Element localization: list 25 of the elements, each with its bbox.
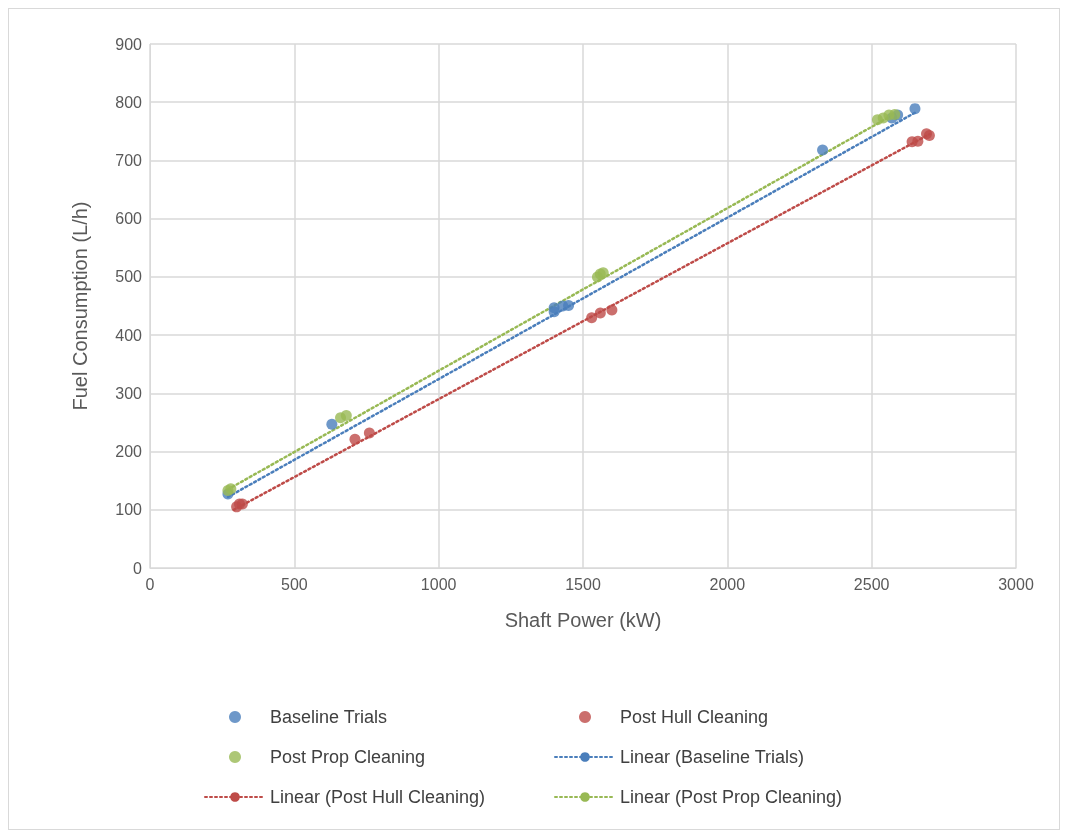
x-tick-label: 3000 [998,575,1034,593]
legend-label: Linear (Post Hull Cleaning) [270,787,486,807]
legend-label: Post Prop Cleaning [270,747,426,767]
x-tick-label: 2500 [853,575,890,593]
legend-label: Post Hull Cleaning [620,707,769,727]
y-tick-label: 300 [115,384,143,402]
y-tick-label: 800 [115,93,143,111]
y-tick-label: 700 [115,151,143,169]
y-tick-label: 0 [133,559,143,577]
y-tick-label: 400 [115,326,143,344]
legend-label: Linear (Post Prop Cleaning) [620,787,843,807]
legend-label: Linear (Baseline Trials) [620,747,805,767]
x-tick-label: 0 [145,575,155,593]
y-tick-label: 100 [115,501,143,519]
x-tick-label: 1000 [420,575,457,593]
legend-label: Baseline Trials [270,707,388,727]
y-tick-label: 500 [115,268,143,286]
y-axis-title: Fuel Consumption (L/h) [69,201,91,411]
y-tick-label: 900 [115,35,143,53]
x-axis-title: Shaft Power (kW) [504,609,662,631]
y-tick-label: 600 [115,210,143,228]
x-tick-label: 1500 [565,575,601,593]
x-tick-label: 500 [280,575,308,593]
x-tick-label: 2000 [709,575,746,593]
y-tick-label: 200 [115,443,143,461]
